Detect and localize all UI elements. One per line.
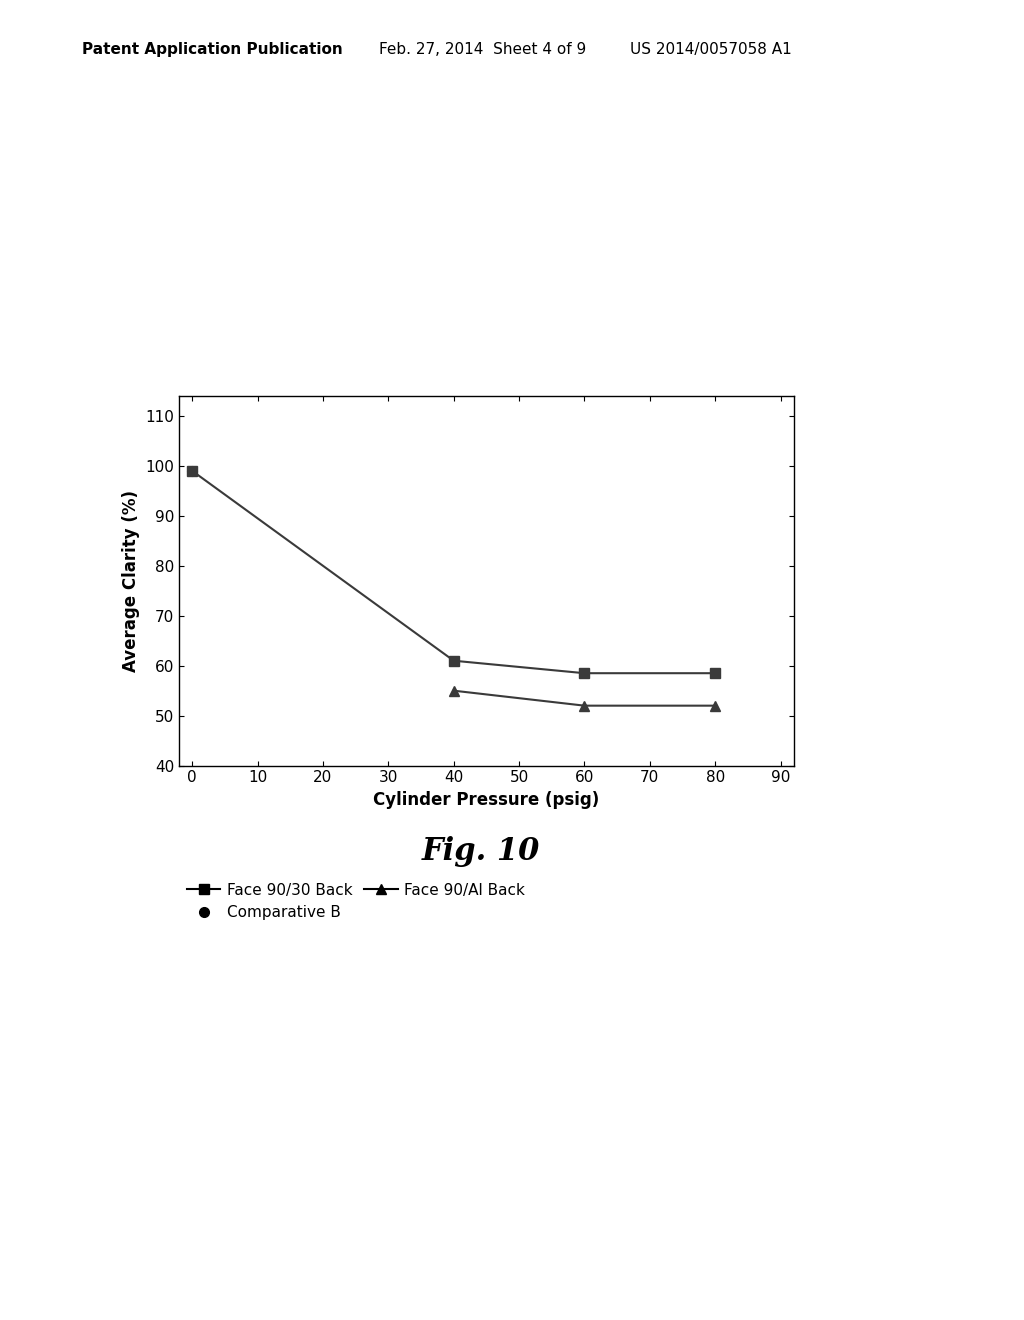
Text: US 2014/0057058 A1: US 2014/0057058 A1 [630, 42, 792, 57]
Legend: Face 90/30 Back, Comparative B, Face 90/Al Back: Face 90/30 Back, Comparative B, Face 90/… [180, 876, 531, 927]
Text: Feb. 27, 2014  Sheet 4 of 9: Feb. 27, 2014 Sheet 4 of 9 [379, 42, 586, 57]
Text: Fig. 10: Fig. 10 [422, 836, 541, 867]
Text: Patent Application Publication: Patent Application Publication [82, 42, 343, 57]
X-axis label: Cylinder Pressure (psig): Cylinder Pressure (psig) [374, 791, 599, 809]
Y-axis label: Average Clarity (%): Average Clarity (%) [122, 490, 140, 672]
